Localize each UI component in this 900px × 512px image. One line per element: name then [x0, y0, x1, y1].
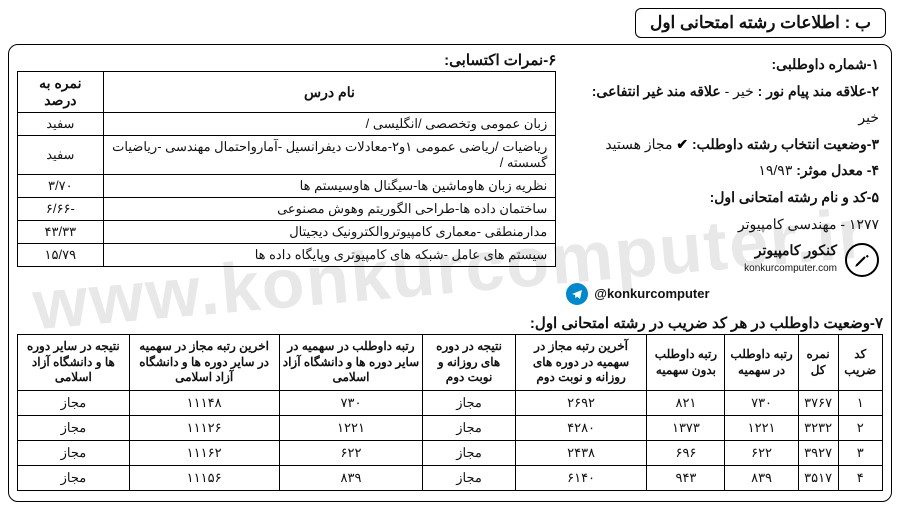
course-score: ۱۵/۷۹: [18, 244, 104, 267]
status-cell: ۷۳۰: [725, 391, 798, 416]
status-cell: مجاز: [423, 391, 515, 416]
status-cell: ۴۲۸۰: [515, 416, 647, 441]
scores-col-header: نام درس: [103, 72, 556, 113]
status-cell: ۱۱۱۴۸: [129, 391, 279, 416]
status-col-header: رتبه داوطلب در سهمیه در سایر دوره ها و د…: [279, 335, 423, 391]
course-name: سیستم های عامل -شبکه های کامپیوتری وپایگ…: [103, 244, 556, 267]
course-score: سفید: [18, 113, 104, 136]
course-name: نظریه زبان هاوماشین ها-سیگنال هاوسیستم ه…: [103, 175, 556, 198]
status-heading: ۷-وضعیت داوطلب در هر کد ضریب در رشته امت…: [17, 314, 883, 332]
course-name: ساختمان داده ها-طراحی الگوریتم وهوش مصنو…: [103, 198, 556, 221]
status-cell: ۱۲۲۱: [725, 416, 798, 441]
brand-logo: کنکور کامپیوتر konkurcomputer.com: [566, 243, 879, 277]
status-cell: ۱: [838, 391, 883, 416]
status-cell: ۲۴۳۸: [515, 441, 647, 466]
field-code-value: ۱۲۷۷ - مهندسی کامپیوتر: [566, 211, 879, 238]
table-row: نظریه زبان هاوماشین ها-سیگنال هاوسیستم ه…: [18, 175, 556, 198]
status-cell: مجاز: [18, 416, 130, 441]
status-cell: مجاز: [423, 441, 515, 466]
course-score: ۴۳/۳۳: [18, 221, 104, 244]
status-cell: مجاز: [18, 441, 130, 466]
status-col-header: نتیجه در سایر دوره ها و دانشگاه آزاد اسل…: [18, 335, 130, 391]
table-row: ۴۳۵۱۷۸۳۹۹۴۳۶۱۴۰مجاز۸۳۹۱۱۱۵۶مجاز: [18, 466, 883, 491]
scores-heading: ۶-نمرات اکتسابی:: [17, 51, 556, 69]
status-cell: ۳۷۶۷: [798, 391, 838, 416]
telegram-handle: @konkurcomputer: [594, 282, 709, 307]
status-cell: ۹۴۳: [647, 466, 725, 491]
pen-icon: [845, 243, 879, 277]
status-cell: ۶۲۲: [725, 441, 798, 466]
status-col-header: کد ضریب: [838, 335, 883, 391]
table-row: ۱۳۷۶۷۷۳۰۸۲۱۲۶۹۲مجاز۷۳۰۱۱۱۴۸مجاز: [18, 391, 883, 416]
status-cell: مجاز: [18, 391, 130, 416]
status-cell: ۳۹۲۷: [798, 441, 838, 466]
course-name: زبان عمومی وتخصصی /انگلیسی /: [103, 113, 556, 136]
scores-table: نام درسنمره به درصد زبان عمومی وتخصصی /ا…: [17, 71, 556, 267]
table-row: زبان عمومی وتخصصی /انگلیسی /سفید: [18, 113, 556, 136]
brand-name: کنکور کامپیوتر: [744, 243, 837, 258]
applicant-info: ۱-شماره داوطلبی: ۲-علاقه مند پیام نور : …: [566, 51, 883, 306]
status-col-header: رتبه داوطلب در سهمیه: [725, 335, 798, 391]
status-cell: ۳۵۱۷: [798, 466, 838, 491]
payamnoor-label: ۲-علاقه مند پیام نور :: [754, 83, 879, 99]
course-score: ۳/۷۰: [18, 175, 104, 198]
status-cell: ۶۲۲: [279, 441, 423, 466]
status-cell: ۱۱۱۲۶: [129, 416, 279, 441]
status-col-header: نتیجه در دوره های روزانه و نوبت دوم: [423, 335, 515, 391]
brand-url: konkurcomputer.com: [744, 259, 837, 278]
status-cell: ۱۳۷۳: [647, 416, 725, 441]
payamnoor-value: خیر -: [721, 83, 754, 99]
course-name: مدارمنطقی -معماری کامپیوتروالکترونیک دیج…: [103, 221, 556, 244]
selection-status-value: مجاز هستید: [605, 136, 676, 152]
status-col-header: آخرین رتبه مجاز در سهمیه در دوره های روز…: [515, 335, 647, 391]
table-row: سیستم های عامل -شبکه های کامپیوتری وپایگ…: [18, 244, 556, 267]
course-name: ریاضیات /ریاضی عمومی ۱و۲-معادلات دیفرانس…: [103, 136, 556, 175]
status-cell: ۴: [838, 466, 883, 491]
gpa-label: ۴- معدل موثر:: [796, 162, 879, 178]
main-container: www.konkurcomputer.ir ۱-شماره داوطلبی: ۲…: [8, 44, 892, 502]
status-col-header: نمره کل: [798, 335, 838, 391]
table-row: ۲۳۲۳۲۱۲۲۱۱۳۷۳۴۲۸۰مجاز۱۲۲۱۱۱۱۲۶مجاز: [18, 416, 883, 441]
status-table: کد ضریبنمره کلرتبه داوطلب در سهمیهرتبه د…: [17, 334, 883, 491]
field-code-label: ۵-کد و نام رشته امتحانی اول:: [566, 184, 879, 211]
status-cell: ۷۳۰: [279, 391, 423, 416]
status-cell: ۸۲۱: [647, 391, 725, 416]
status-cell: ۶۹۶: [647, 441, 725, 466]
table-row: ریاضیات /ریاضی عمومی ۱و۲-معادلات دیفرانس…: [18, 136, 556, 175]
status-cell: ۱۱۱۵۶: [129, 466, 279, 491]
status-cell: ۳۲۳۲: [798, 416, 838, 441]
status-cell: ۶۱۴۰: [515, 466, 647, 491]
status-cell: مجاز: [423, 416, 515, 441]
telegram-icon: [566, 283, 588, 305]
course-score: سفید: [18, 136, 104, 175]
section-title: ب : اطلاعات رشته امتحانی اول: [635, 8, 886, 38]
check-icon: ✔: [676, 136, 688, 152]
selection-status-label: ۳-وضعیت انتخاب رشته داوطلب:: [692, 136, 879, 152]
table-row: ۳۳۹۲۷۶۲۲۶۹۶۲۴۳۸مجاز۶۲۲۱۱۱۶۲مجاز: [18, 441, 883, 466]
applicant-number-label: ۱-شماره داوطلبی:: [566, 51, 879, 78]
status-cell: ۸۳۹: [279, 466, 423, 491]
status-cell: ۳: [838, 441, 883, 466]
status-cell: ۱۲۲۱: [279, 416, 423, 441]
status-col-header: اخرین رتبه مجاز در سهمیه در سایر دوره ها…: [129, 335, 279, 391]
status-cell: ۱۱۱۶۲: [129, 441, 279, 466]
gpa-value: ۱۹/۹۳: [758, 162, 796, 178]
nonprofit-label: علاقه مند غیر انتفاعی:: [592, 83, 721, 99]
table-row: ساختمان داده ها-طراحی الگوریتم وهوش مصنو…: [18, 198, 556, 221]
status-cell: ۲۶۹۲: [515, 391, 647, 416]
status-cell: مجاز: [18, 466, 130, 491]
status-col-header: رتبه داوطلب بدون سهمیه: [647, 335, 725, 391]
course-score: -۶/۶۶: [18, 198, 104, 221]
status-cell: ۸۳۹: [725, 466, 798, 491]
table-row: مدارمنطقی -معماری کامپیوتروالکترونیک دیج…: [18, 221, 556, 244]
status-cell: مجاز: [423, 466, 515, 491]
nonprofit-value: خیر: [566, 104, 879, 131]
status-cell: ۲: [838, 416, 883, 441]
scores-col-header: نمره به درصد: [18, 72, 104, 113]
